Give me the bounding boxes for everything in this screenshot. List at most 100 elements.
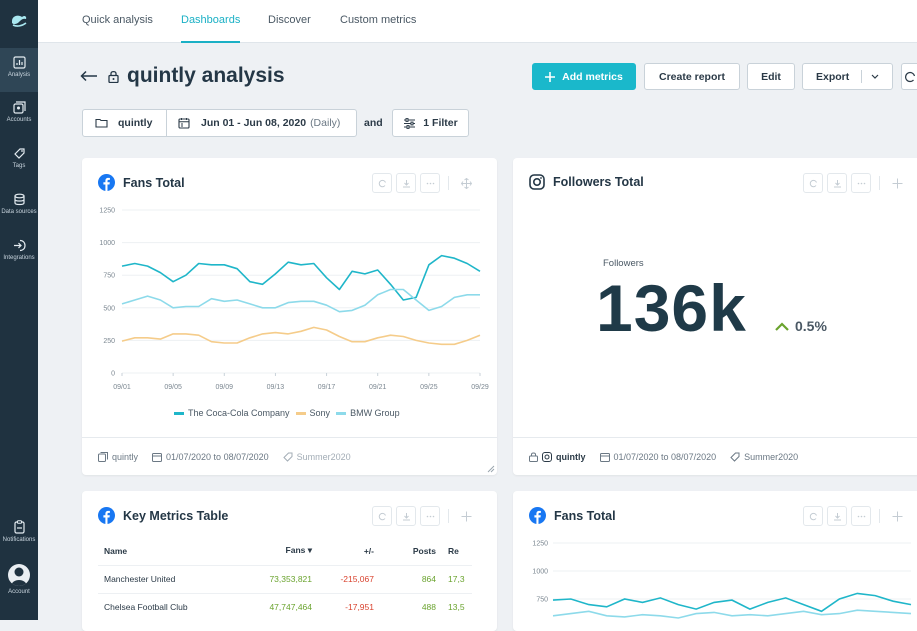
- sidebar-item-account[interactable]: Account: [0, 564, 38, 608]
- refresh-icon: [809, 179, 817, 187]
- analysis-icon: [12, 56, 26, 69]
- refresh-card-button[interactable]: [803, 506, 823, 526]
- column-header-posts[interactable]: Posts: [412, 545, 436, 556]
- add-metrics-button[interactable]: Add metrics: [532, 63, 636, 90]
- cell-change: -215,067: [318, 564, 380, 593]
- back-arrow-icon[interactable]: [80, 70, 98, 82]
- tab-quick-analysis[interactable]: Quick analysis: [82, 14, 153, 26]
- export-button[interactable]: Export: [802, 63, 893, 90]
- column-header-name[interactable]: Name: [104, 545, 128, 556]
- key-metrics-title: Key Metrics Table: [123, 508, 229, 523]
- series-line[interactable]: [121, 288, 480, 313]
- cell-posts: 488: [380, 592, 442, 621]
- card-footer: quintly 01/07/2020 to 08/07/2020 Summer2…: [82, 437, 497, 475]
- sidebar-item-accounts[interactable]: Accounts: [0, 93, 38, 137]
- drag-handle[interactable]: [888, 506, 906, 526]
- legend-item-bmw[interactable]: BMW Group: [336, 408, 400, 418]
- refresh-card-button[interactable]: [372, 506, 392, 526]
- space-selector[interactable]: quintly: [83, 110, 167, 136]
- date-range-picker[interactable]: Jun 01 - Jun 08, 2020 (Daily): [167, 110, 340, 136]
- kpi-delta: 0.5%: [775, 318, 827, 334]
- account-icon: [8, 564, 30, 586]
- column-header-fans[interactable]: Fans ▾: [285, 545, 312, 556]
- sidebar-item-data-sources[interactable]: Data sources: [0, 185, 38, 229]
- refresh-button[interactable]: [901, 63, 917, 90]
- tag-icon: [282, 452, 293, 462]
- card-toolbar: [803, 173, 906, 193]
- refresh-card-button[interactable]: [372, 173, 392, 193]
- quintly-logo-icon[interactable]: [0, 0, 38, 42]
- card-title: Fans Total: [98, 174, 185, 191]
- legend-item-coca-cola[interactable]: The Coca-Cola Company: [174, 408, 290, 418]
- space-label: quintly: [118, 117, 153, 129]
- column-header-change[interactable]: +/-: [363, 545, 374, 556]
- edit-button[interactable]: Edit: [747, 63, 795, 90]
- series-line[interactable]: [552, 609, 912, 619]
- sidebar-item-integrations[interactable]: Integrations: [0, 231, 38, 275]
- tab-custom-metrics[interactable]: Custom metrics: [340, 14, 417, 26]
- legend-item-sony[interactable]: Sony: [295, 408, 330, 418]
- card-footer: quintly 01/07/2020 to 08/07/2020 Summer2…: [513, 437, 917, 475]
- drag-handle[interactable]: [457, 173, 475, 193]
- drag-handle[interactable]: [888, 173, 906, 193]
- download-icon: [833, 179, 841, 187]
- more-icon: [857, 515, 865, 517]
- sidebar-item-label: Notifications: [2, 537, 36, 543]
- cell-name: Manchester United: [98, 564, 218, 593]
- refresh-card-button[interactable]: [803, 173, 823, 193]
- sidebar-item-tags[interactable]: Tags: [0, 139, 38, 183]
- x-tick-label: 09/21: [369, 384, 387, 391]
- download-card-button[interactable]: [396, 173, 416, 193]
- y-tick-label: 1000: [532, 569, 548, 576]
- column-header-re[interactable]: Re: [448, 545, 459, 556]
- cell-name: Chelsea Football Club: [98, 592, 218, 621]
- download-icon: [402, 179, 410, 187]
- refresh-icon: [378, 512, 386, 520]
- refresh-icon: [809, 512, 817, 520]
- series-line[interactable]: [121, 326, 481, 346]
- series-line[interactable]: [552, 592, 912, 613]
- more-icon: [857, 182, 865, 184]
- drag-handle[interactable]: [457, 506, 475, 526]
- key-metrics-table: Name Fans ▾ +/- Posts Re Manchester Unit…: [98, 537, 472, 621]
- download-card-button[interactable]: [827, 506, 847, 526]
- fans-total-chart-2: 750 1000 1250: [532, 541, 912, 619]
- series-line[interactable]: [121, 254, 481, 301]
- create-report-button[interactable]: Create report: [644, 63, 740, 90]
- table-row[interactable]: Manchester United 73,353,821 -215,067 86…: [98, 564, 472, 593]
- resize-handle-icon[interactable]: [487, 465, 495, 473]
- tab-dashboards[interactable]: Dashboards: [181, 0, 241, 43]
- chevron-down-icon[interactable]: [871, 74, 879, 79]
- more-card-button[interactable]: [420, 173, 440, 193]
- more-card-button[interactable]: [420, 506, 440, 526]
- card-title: Fans Total: [529, 507, 616, 524]
- fans-total-title: Fans Total: [123, 175, 185, 190]
- kpi-value: 136k: [596, 271, 747, 345]
- y-tick-label: 500: [103, 305, 115, 312]
- facebook-icon: [98, 174, 115, 191]
- page-title: quintly analysis: [127, 64, 285, 87]
- tab-discover[interactable]: Discover: [268, 14, 311, 26]
- more-card-button[interactable]: [851, 506, 871, 526]
- sidebar-item-analysis[interactable]: Analysis: [0, 48, 38, 92]
- accounts-icon: [12, 101, 26, 114]
- more-card-button[interactable]: [851, 173, 871, 193]
- sidebar-item-label: Data sources: [1, 209, 37, 215]
- refresh-icon: [378, 179, 386, 187]
- cell-change: -17,951: [318, 592, 380, 621]
- x-tick-label: 09/13: [267, 384, 285, 391]
- download-card-button[interactable]: [396, 506, 416, 526]
- filter-label: 1 Filter: [423, 117, 458, 129]
- instagram-icon: [542, 451, 552, 462]
- lock-icon: [529, 452, 538, 462]
- y-tick-label: 1000: [99, 240, 115, 247]
- cell-fans: 47,747,464: [218, 592, 318, 621]
- tag-icon: [13, 148, 25, 159]
- table-row[interactable]: Chelsea Football Club 47,747,464 -17,951…: [98, 592, 472, 621]
- date-range-label: Jun 01 - Jun 08, 2020: [201, 117, 307, 129]
- download-card-button[interactable]: [827, 173, 847, 193]
- filter-button[interactable]: 1 Filter: [392, 109, 469, 137]
- sidebar-item-notifications[interactable]: Notifications: [0, 512, 38, 556]
- table-header-row: Name Fans ▾ +/- Posts Re: [98, 537, 472, 565]
- cell-posts: 864: [380, 564, 442, 593]
